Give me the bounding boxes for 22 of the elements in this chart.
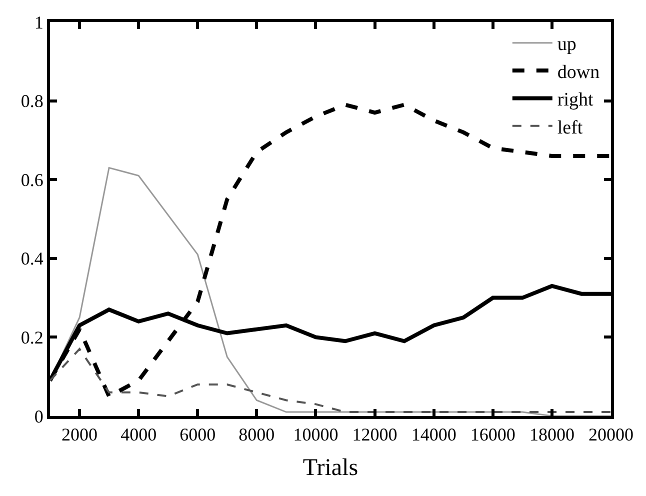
x-tick-label: 8000 bbox=[238, 424, 275, 445]
y-tick-label: 0.6 bbox=[20, 170, 44, 190]
y-tick-label: 1 bbox=[34, 12, 44, 32]
x-tick-label: 10000 bbox=[293, 424, 338, 445]
x-tick-label: 16000 bbox=[470, 424, 516, 445]
x-tick-label: 20000 bbox=[588, 424, 634, 445]
x-tick-label: 12000 bbox=[352, 424, 398, 445]
y-tick-label: 0.4 bbox=[20, 248, 44, 269]
line-series bbox=[50, 348, 611, 414]
y-tick-label: 0 bbox=[34, 406, 44, 426]
y-tick-label: 0.2 bbox=[20, 328, 44, 348]
x-tick-label: 14000 bbox=[411, 424, 456, 445]
x-tick-label: 6000 bbox=[180, 424, 216, 445]
legend-label: right bbox=[557, 90, 594, 111]
x-tick-label: 2000 bbox=[62, 424, 98, 445]
y-tick-label: 0.8 bbox=[20, 91, 44, 112]
legend-label: up bbox=[557, 34, 576, 56]
x-tick-label: 18000 bbox=[529, 424, 574, 445]
legend-label: left bbox=[557, 117, 584, 138]
x-axis-title: Trials bbox=[302, 454, 358, 481]
legend-label: down bbox=[557, 62, 600, 83]
x-tick-label: 4000 bbox=[120, 424, 157, 445]
